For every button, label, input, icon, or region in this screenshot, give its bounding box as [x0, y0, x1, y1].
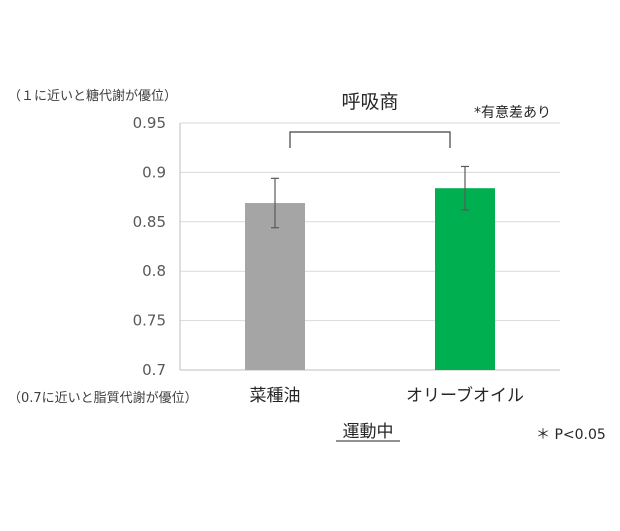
error-bars — [271, 165, 469, 229]
y-tick-label: 0.85 — [133, 213, 166, 231]
p-value-note: ＊ P<0.05 — [536, 427, 606, 443]
chart-title: 呼吸商 — [341, 91, 398, 113]
bar — [245, 203, 305, 370]
bars — [245, 188, 495, 370]
significance-note: *有意差あり — [474, 104, 551, 121]
category-label: オリーブオイル — [406, 385, 524, 406]
category-label: 菜種油 — [250, 386, 301, 406]
category-labels: 菜種油 オリーブオイル — [250, 385, 524, 406]
y-tick-labels: 0.7 0.75 0.8 0.85 0.9 0.95 — [133, 114, 166, 379]
bar — [435, 188, 495, 370]
y-tick-label: 0.8 — [142, 262, 166, 280]
y-tick-label: 0.7 — [142, 361, 166, 379]
y-tick-label: 0.75 — [133, 312, 166, 330]
y-tick-label: 0.9 — [142, 163, 166, 181]
significance-bracket — [289, 131, 451, 148]
y-tick-label: 0.95 — [133, 114, 166, 132]
x-axis-label: 運動中 — [343, 422, 394, 442]
gridlines — [180, 122, 560, 371]
top-note: （１に近いと糖代謝が優位） — [8, 88, 177, 104]
bottom-note: （0.7に近いと脂質代謝が優位） — [8, 391, 198, 406]
